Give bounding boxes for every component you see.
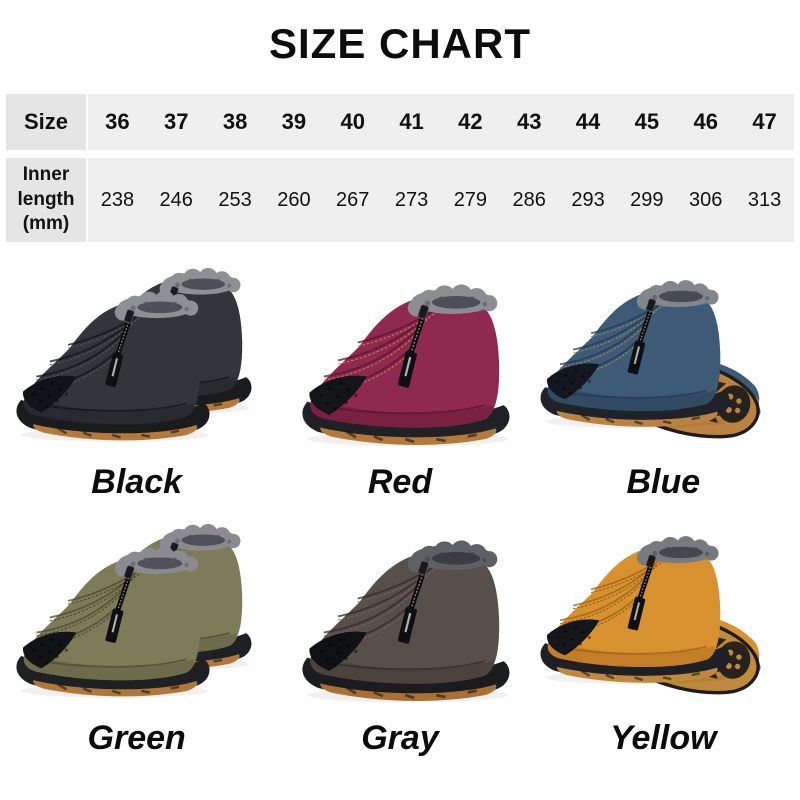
size-value: 39 xyxy=(264,94,324,150)
product-card-green: Green xyxy=(5,512,268,768)
inner-length-value: 238 xyxy=(88,158,147,242)
product-card-yellow: Yellow xyxy=(532,512,795,768)
size-row: Size 36 37 38 39 40 41 42 43 44 45 46 47 xyxy=(6,94,794,150)
page-title: SIZE CHART xyxy=(269,20,531,67)
inner-length-value: 306 xyxy=(676,158,736,242)
inner-length-value: 279 xyxy=(440,158,500,242)
inner-length-value: 299 xyxy=(617,158,677,242)
inner-length-value: 253 xyxy=(205,158,265,242)
boot-pair-image xyxy=(8,512,266,716)
inner-length-value: 293 xyxy=(558,158,618,242)
inner-length-value: 246 xyxy=(146,158,206,242)
size-value: 42 xyxy=(440,94,500,150)
product-color-label: Black xyxy=(91,463,183,501)
product-card-black: Black xyxy=(5,256,268,512)
product-color-label: Green xyxy=(87,719,186,757)
product-grid: Black Red Blue xyxy=(5,256,795,768)
product-color-label: Blue xyxy=(626,463,701,501)
boot-image xyxy=(271,256,529,460)
product-color-label: Red xyxy=(367,463,433,501)
inner-length-row-label: Inner length (mm) xyxy=(6,158,88,242)
boot-and-sole-image xyxy=(534,512,792,716)
size-value: 40 xyxy=(323,94,383,150)
product-card-red: Red xyxy=(268,256,531,512)
inner-length-value: 267 xyxy=(323,158,383,242)
inner-length-value: 286 xyxy=(499,158,559,242)
inner-length-row: Inner length (mm) 238 246 253 260 267 27… xyxy=(6,158,794,242)
size-chart-table: Size 36 37 38 39 40 41 42 43 44 45 46 47… xyxy=(6,86,794,250)
size-value: 45 xyxy=(617,94,677,150)
size-value: 44 xyxy=(558,94,618,150)
inner-length-value: 273 xyxy=(382,158,441,242)
size-value: 47 xyxy=(735,94,794,150)
inner-length-value: 260 xyxy=(264,158,324,242)
boot-and-sole-image xyxy=(534,256,792,460)
product-color-label: Yellow xyxy=(610,719,717,757)
boot-image xyxy=(271,512,529,716)
size-value: 41 xyxy=(382,94,441,150)
product-card-blue: Blue xyxy=(532,256,795,512)
boot-pair-image xyxy=(8,256,266,460)
size-row-label: Size xyxy=(6,94,88,150)
inner-length-value: 313 xyxy=(735,158,794,242)
product-color-label: Gray xyxy=(361,719,439,757)
size-value: 46 xyxy=(676,94,736,150)
product-card-gray: Gray xyxy=(268,512,531,768)
size-value: 36 xyxy=(88,94,147,150)
size-value: 38 xyxy=(205,94,265,150)
size-value: 37 xyxy=(146,94,206,150)
size-value: 43 xyxy=(499,94,559,150)
